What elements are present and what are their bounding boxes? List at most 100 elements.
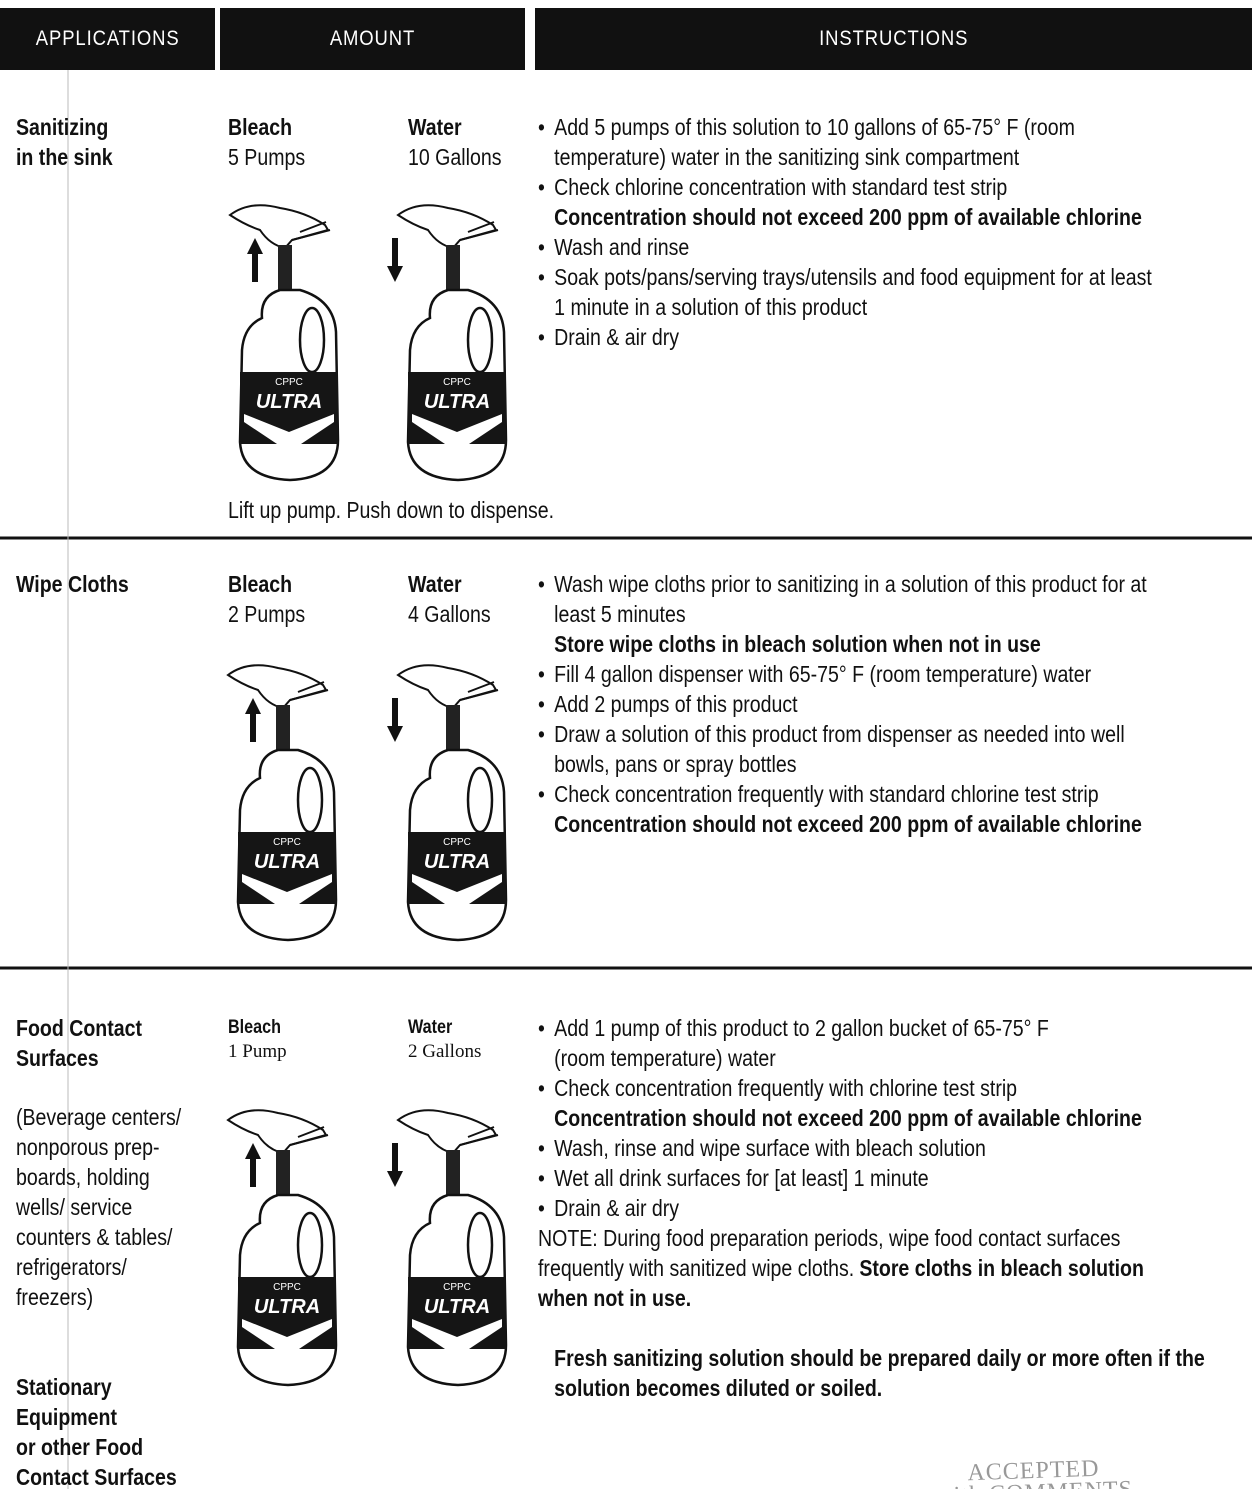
instruction-item: NOTE: During food preparation periods, w…: [538, 1223, 1205, 1313]
instruction-item: Drain & air dry: [538, 322, 1152, 352]
instruction-line: Concentration should not exceed 200 ppm …: [554, 811, 1142, 837]
instruction-segment: Store cloths in bleach solution: [859, 1255, 1144, 1281]
hand-detail: [289, 1126, 329, 1146]
amount-qty: 2 Gallons: [408, 1041, 482, 1062]
arrow: [245, 698, 261, 742]
bottle-illustration: CPPC ULTRA: [387, 664, 508, 942]
pump: [446, 245, 460, 290]
arrow: [387, 238, 403, 282]
instruction-line: Add 2 pumps of this product: [554, 689, 1147, 719]
instruction-line: Wash, rinse and wipe surface with bleach…: [554, 1133, 1205, 1163]
instruction-line: NOTE: During food preparation periods, w…: [538, 1225, 1121, 1251]
instruction-item: Concentration should not exceed 200 ppm …: [538, 809, 1147, 839]
application-block: Stationary Equipment or other Food Contact …: [16, 1372, 181, 1489]
amount-label: Bleach: [228, 571, 293, 597]
bottle-illustration: CPPC ULTRA: [387, 204, 508, 482]
application-line: counters & tables/: [16, 1224, 173, 1250]
header-text: INSTRUCTIONS: [818, 27, 969, 50]
instruction-line: Fill 4 gallon dispenser with 65-75° F (r…: [554, 659, 1147, 689]
instruction-line: Check concentration frequently with stan…: [554, 779, 1147, 809]
bottle-brand: CPPC: [273, 1282, 301, 1293]
application-block: Sanitizing in the sink: [16, 112, 113, 172]
application-line: (Beverage centers/: [16, 1104, 182, 1130]
instruction-segment: frequently with sanitized wipe cloths.: [538, 1255, 855, 1281]
application-block: Food Contact Surfaces: [16, 1013, 181, 1073]
amount-qty: 10 Gallons: [408, 144, 502, 170]
application-block: (Beverage centers/nonporous prep-boards,…: [16, 1102, 181, 1312]
instruction-line: 1 minute in a solution of this product: [554, 294, 868, 320]
pump: [278, 245, 292, 290]
instruction-item: Wet all drink surfaces for [at least] 1 …: [538, 1163, 1205, 1193]
bottle-name: ULTRA: [254, 851, 320, 873]
application-line: Sanitizing: [16, 114, 109, 140]
pump: [276, 705, 290, 750]
instruction-line: Wash wipe cloths prior to sanitizing in …: [554, 569, 1147, 599]
amount-label: Water: [408, 1017, 453, 1038]
instruction-line: Concentration should not exceed 200 ppm …: [554, 1105, 1142, 1131]
hand-detail: [459, 681, 499, 701]
instruction-line: temperature) water in the sanitizing sin…: [554, 144, 1020, 170]
application-line: Equipment: [16, 1404, 118, 1430]
instruction-line: Wash and rinse: [554, 232, 1152, 262]
hand-detail: [289, 681, 329, 701]
handle: [296, 1211, 324, 1279]
amount: Water 4 Gallons: [408, 569, 505, 629]
amount-qty: 2 Pumps: [228, 601, 306, 627]
instruction-item: Wash, rinse and wipe surface with bleach…: [538, 1133, 1205, 1163]
amount-qty: 5 Pumps: [228, 144, 306, 170]
instruction-item: Concentration should not exceed 200 ppm …: [538, 1103, 1205, 1133]
application: Wipe Cloths: [16, 569, 129, 599]
instruction-item: Draw a solution of this product from dis…: [538, 719, 1147, 779]
instruction-line: Add 5 pumps of this solution to 10 gallo…: [554, 112, 1152, 142]
header-cell: APPLICATIONS: [0, 8, 215, 70]
instruction-line: Add 1 pump of this product to 2 gallon b…: [554, 1013, 1205, 1043]
bottle-brand: CPPC: [443, 1282, 471, 1293]
instruction-item: Wash wipe cloths prior to sanitizing in …: [538, 569, 1147, 629]
label-chevron: [242, 874, 332, 912]
application: Food Contact Surfaces (Beverage centers/no…: [16, 1013, 181, 1489]
amount-label: Bleach: [228, 1017, 281, 1038]
application-line: boards, holding: [16, 1164, 150, 1190]
application: Sanitizing in the sink: [16, 112, 113, 172]
application-line: or other Food: [16, 1434, 144, 1460]
bottle-name: ULTRA: [424, 1296, 490, 1318]
application-line: refrigerators/: [16, 1254, 127, 1280]
instructions: Add 5 pumps of this solution to 10 gallo…: [538, 112, 1152, 352]
instruction-item: Check chlorine concentration with standa…: [538, 172, 1152, 202]
instruction-item: Check concentration frequently with stan…: [538, 779, 1147, 809]
instruction-item: Add 5 pumps of this solution to 10 gallo…: [538, 112, 1152, 172]
instructions: Add 1 pump of this product to 2 gallon b…: [538, 1013, 1205, 1403]
handle: [296, 766, 324, 834]
application-line: Stationary: [16, 1374, 112, 1400]
hand-detail: [459, 221, 499, 241]
instruction-line: Drain & air dry: [554, 1193, 1205, 1223]
handle: [466, 306, 494, 374]
instruction-line: Store wipe cloths in bleach solution whe…: [554, 631, 1041, 657]
stamp: ACCEPTEDwith COMMENTS: [934, 1456, 1133, 1489]
application-line: Food Contact: [16, 1015, 142, 1041]
instruction-line: Soak pots/pans/serving trays/utensils an…: [554, 262, 1152, 292]
label-chevron: [242, 1319, 332, 1357]
pump: [446, 705, 460, 750]
amount: Water 10 Gallons: [408, 112, 518, 172]
caption: Lift up pump. Push down to dispense.: [228, 497, 555, 523]
instruction-line: frequently with sanitized wipe cloths. St…: [538, 1253, 1205, 1283]
instruction-item: Check concentration frequently with chlo…: [538, 1073, 1205, 1103]
label-chevron: [412, 874, 502, 912]
amount: Bleach 1 Pump: [228, 1016, 290, 1064]
header-cell: AMOUNT: [220, 8, 525, 70]
bottle-name: ULTRA: [254, 1296, 320, 1318]
arrow: [245, 1143, 261, 1187]
header-text: AMOUNT: [329, 27, 416, 50]
bottle-brand: CPPC: [443, 377, 471, 388]
application-line: Surfaces: [16, 1045, 99, 1071]
instruction-item: Drain & air dry: [538, 1193, 1205, 1223]
amount: Bleach 2 Pumps: [228, 569, 319, 629]
application-line: freezers): [16, 1284, 94, 1310]
pump: [446, 1150, 460, 1195]
instruction-line: when not in use.: [538, 1283, 1205, 1313]
handle: [298, 306, 326, 374]
application-line: nonporous prep-: [16, 1134, 160, 1160]
instruction-line: Check concentration frequently with chlo…: [554, 1073, 1205, 1103]
